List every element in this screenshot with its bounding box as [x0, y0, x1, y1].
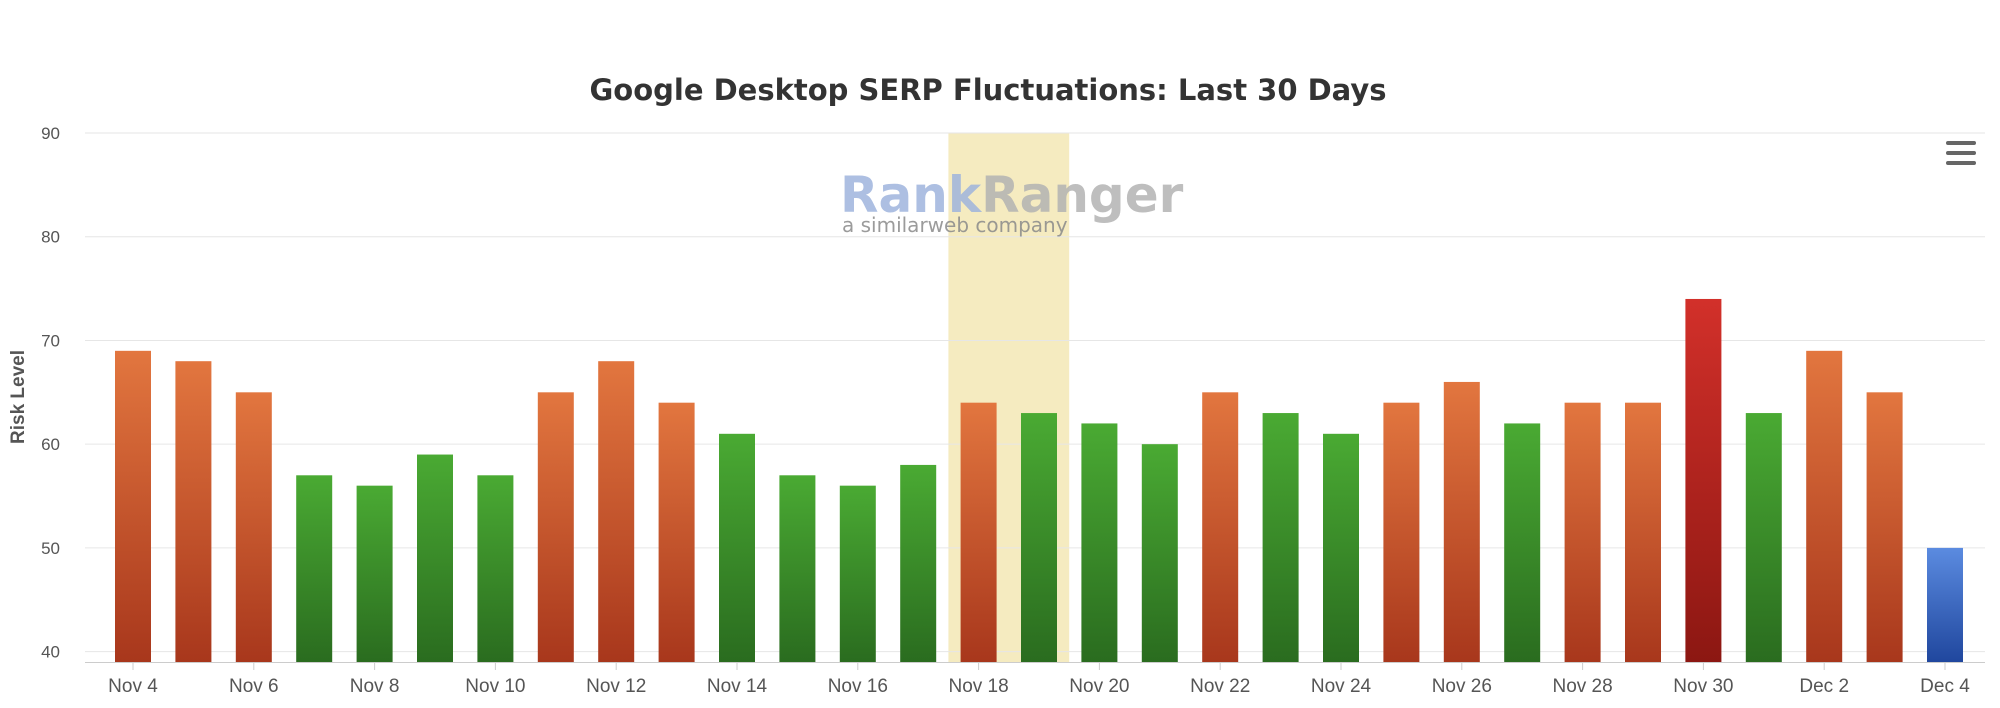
- x-axis: Nov 4 Nov 6 Nov 8 Nov 10 Nov 12 Nov 14 Nov 16 N…: [85, 662, 1985, 697]
- bar-nov-11: [537, 392, 574, 662]
- y-tick-label: 40: [41, 643, 60, 662]
- y-tick-label: 60: [41, 435, 60, 454]
- bar-nov-18: [960, 402, 997, 662]
- bar-nov-19: [1021, 413, 1057, 662]
- x-tick-label: Nov 4: [108, 676, 158, 697]
- bar-nov-17: [900, 464, 937, 662]
- bar-nov-10: [477, 475, 514, 662]
- bar-nov-30: [1685, 298, 1722, 662]
- x-tick-label: Nov 10: [465, 676, 525, 697]
- watermark-brand-part1: Rank: [840, 166, 983, 224]
- x-tick-label: Nov 20: [1069, 676, 1129, 697]
- bar-nov-4: [115, 350, 151, 662]
- x-tick-label: Nov 14: [707, 676, 768, 697]
- bar-nov-21: [1141, 444, 1178, 662]
- bar-nov-27: [1504, 423, 1541, 662]
- bar-dec-3: [1866, 392, 1903, 662]
- bar-nov-9: [417, 454, 453, 662]
- x-tick-label: Dec 4: [1920, 676, 1970, 697]
- bar-nov-14: [719, 433, 755, 662]
- bar-nov-5: [175, 361, 212, 662]
- y-tick-label: 70: [41, 331, 60, 350]
- bar-nov-20: [1081, 423, 1118, 662]
- bar-nov-23: [1262, 413, 1299, 662]
- x-tick-label: Nov 22: [1190, 676, 1250, 697]
- bar-nov-13: [658, 402, 695, 662]
- bar-nov-24: [1323, 433, 1359, 662]
- bars: [115, 298, 1963, 662]
- hamburger-menu-icon[interactable]: [1940, 135, 1980, 171]
- y-tick-label: 50: [41, 539, 60, 558]
- y-axis-title: Risk Level: [8, 350, 29, 444]
- x-tick-label: Nov 26: [1432, 676, 1492, 697]
- x-tick-label: Nov 12: [586, 676, 646, 697]
- y-tick-label: 90: [41, 124, 60, 143]
- bar-nov-28: [1564, 402, 1601, 662]
- svg-text:RankRanger: RankRanger: [840, 166, 1184, 224]
- bar-nov-12: [598, 361, 635, 662]
- bar-nov-16: [839, 485, 876, 662]
- x-tick-label: Nov 30: [1673, 676, 1733, 697]
- bar-nov-6: [235, 392, 272, 662]
- bar-nov-29: [1625, 402, 1661, 662]
- y-tick-label: 80: [41, 228, 60, 247]
- x-tick-label: Nov 8: [350, 676, 400, 697]
- bar-nov-26: [1443, 381, 1480, 662]
- watermark-tagline: a similarweb company: [842, 213, 1068, 237]
- bar-dec-2: [1806, 350, 1843, 662]
- x-tick-label: Nov 16: [828, 676, 888, 697]
- bar-dec-4: [1927, 547, 1963, 662]
- chart-title: Google Desktop SERP Fluctuations: Last 3…: [589, 73, 1386, 107]
- bar-nov-7: [296, 475, 333, 662]
- bar-nov-22: [1202, 392, 1239, 662]
- x-tick-label: Nov 28: [1552, 676, 1612, 697]
- watermark-brand-part2: Ranger: [981, 166, 1184, 224]
- x-tick-label: Nov 24: [1311, 676, 1372, 697]
- bar-dec-1: [1745, 413, 1782, 662]
- bar-nov-15: [779, 475, 816, 662]
- bar-nov-8: [356, 485, 393, 662]
- y-axis-ticks: 40 50 60 70 80 90: [41, 124, 60, 662]
- watermark-logo: RankRanger a similarweb company: [840, 166, 1184, 237]
- x-tick-label: Nov 6: [229, 676, 279, 697]
- x-tick-label: Dec 2: [1799, 676, 1849, 697]
- bar-nov-25: [1383, 402, 1420, 662]
- x-tick-label: Nov 18: [948, 676, 1008, 697]
